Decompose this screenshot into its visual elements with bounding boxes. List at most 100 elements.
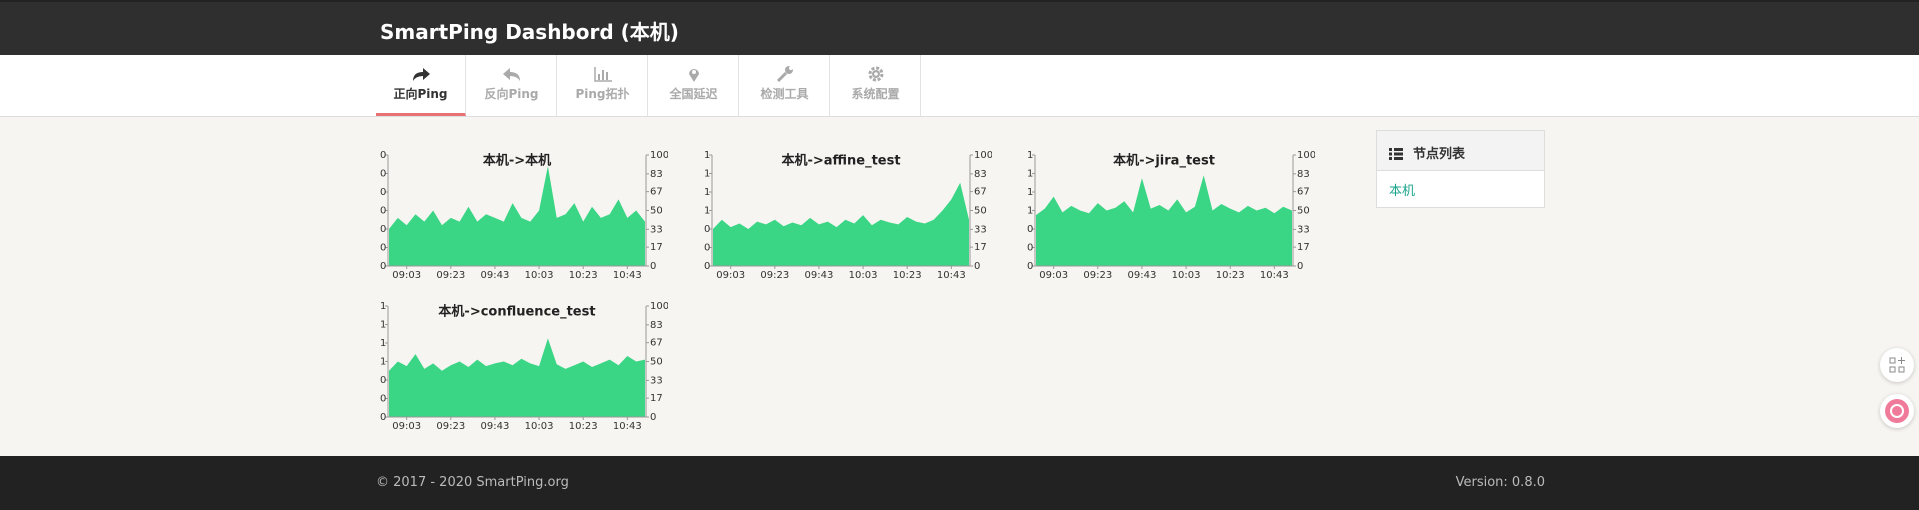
icon [502, 68, 520, 81]
panel-title: 节点列表 [1413, 147, 1466, 162]
y2-tick-label: 100 [650, 301, 668, 312]
y2-tick-label: 83 [650, 169, 663, 180]
y-tick-label: 0 [704, 243, 710, 254]
y2-tick-label: 33 [1297, 224, 1310, 235]
x-tick-label: 10:23 [1216, 270, 1245, 281]
x-tick-label: 09:23 [760, 270, 789, 281]
x-tick-label: 09:03 [392, 421, 421, 432]
y2-tick-label: 67 [974, 187, 987, 198]
y-tick-label: 1 [1027, 169, 1033, 180]
y-tick-label: 1 [1027, 187, 1033, 198]
icon [1889, 357, 1905, 373]
y-tick-label: 0 [380, 412, 386, 423]
nav-tab[interactable]: 系统配置 [831, 55, 921, 116]
y2-tick-label: 50 [1297, 206, 1310, 217]
icon [412, 68, 430, 81]
area [713, 182, 969, 266]
area [389, 338, 645, 417]
y-tick-label: 0 [380, 169, 386, 180]
y-tick-label: 0 [380, 150, 386, 161]
chart-title: 本机->jira_test [1113, 153, 1215, 169]
x-tick-label: 09:43 [805, 270, 834, 281]
y-tick-label: 0 [1027, 261, 1033, 272]
y2-tick-label: 83 [974, 169, 987, 180]
x-tick-label: 09:23 [436, 270, 465, 281]
y-tick-label: 0 [380, 187, 386, 198]
x-tick-label: 10:03 [1172, 270, 1201, 281]
x-tick-label: 10:43 [613, 270, 642, 281]
tab-label: Ping拓扑 [575, 87, 630, 101]
y-tick-label: 1 [704, 206, 710, 217]
chart: 0 0 0 1 1 1 1 0 17 33 50 67 83 100 09:03 09:23 09:43 10:0… [1027, 150, 1315, 281]
version: Version: 0.8.0 [1455, 475, 1545, 490]
y2-tick-label: 100 [1297, 150, 1315, 161]
y-tick-label: 0 [1027, 224, 1033, 235]
x-tick-label: 10:03 [525, 270, 554, 281]
icon [593, 67, 612, 82]
float-button[interactable] [1880, 394, 1914, 428]
y-tick-label: 0 [380, 394, 386, 405]
y2-tick-label: 67 [650, 338, 663, 349]
chart: 0 0 0 0 0 0 0 0 17 33 50 67 83 100 09:03 09:23 09:43 10:0… [380, 150, 668, 281]
y-tick-label: 0 [704, 224, 710, 235]
panel-header: 节点列表 [1377, 131, 1544, 171]
node-panel: 节点列表 本机 [1376, 130, 1545, 208]
nav-tab[interactable]: 全国延迟 [649, 55, 739, 116]
y2-tick-label: 17 [1297, 242, 1310, 253]
y-tick-label: 0 [704, 261, 710, 272]
copyright: © 2017 - 2020 SmartPing.org [376, 475, 569, 490]
x-tick-label: 10:23 [893, 270, 922, 281]
x-tick-label: 09:23 [436, 421, 465, 432]
y-tick-label: 1 [380, 301, 386, 312]
x-tick-label: 10:23 [569, 421, 598, 432]
nav-tab[interactable]: Ping拓扑 [558, 55, 648, 116]
chart: 0 0 0 1 1 1 1 0 17 33 50 67 83 100 09:03 09:23 09:43 10:0… [380, 301, 668, 432]
tab-label: 反向Ping [484, 87, 539, 101]
y2-tick-label: 83 [1297, 169, 1310, 180]
chart: 0 0 0 1 1 1 1 0 17 33 50 67 83 100 09:03 09:23 09:43 10:0… [704, 150, 992, 281]
y2-tick-label: 0 [650, 412, 656, 423]
y2-tick-label: 17 [650, 393, 663, 404]
icon [776, 66, 793, 82]
top-bar: SmartPing Dashbord (本机) [0, 0, 1919, 55]
y2-tick-label: 50 [974, 206, 987, 217]
x-tick-label: 10:03 [525, 421, 554, 432]
y-tick-label: 0 [380, 261, 386, 272]
x-tick-label: 09:03 [392, 270, 421, 281]
float-button[interactable] [1880, 348, 1914, 382]
y-tick-label: 0 [380, 206, 386, 217]
nav-tab[interactable]: 检测工具 [740, 55, 830, 116]
chart-title: 本机->affine_test [781, 153, 900, 169]
nav-tab[interactable]: 正向Ping [376, 55, 466, 116]
tab-label: 全国延迟 [669, 87, 718, 101]
x-tick-label: 09:43 [1128, 270, 1157, 281]
y2-tick-label: 67 [1297, 187, 1310, 198]
chart-title: 本机->本机 [483, 153, 551, 169]
nav-tab[interactable]: 反向Ping [467, 55, 557, 116]
area [389, 166, 645, 266]
y2-tick-label: 33 [650, 375, 663, 386]
y-tick-label: 1 [380, 338, 386, 349]
y2-tick-label: 50 [650, 206, 663, 217]
tab-label: 检测工具 [760, 87, 809, 101]
y-tick-label: 0 [380, 224, 386, 235]
x-tick-label: 09:43 [481, 421, 510, 432]
y2-tick-label: 0 [650, 261, 656, 272]
y2-tick-label: 0 [974, 261, 980, 272]
x-tick-label: 09:03 [1039, 270, 1068, 281]
tab-label: 系统配置 [851, 87, 900, 101]
y2-tick-label: 17 [974, 242, 987, 253]
nav-bar: 正向Ping 反向Ping Ping拓扑 全国延迟 检测工具 系统配置 [0, 55, 1919, 117]
y2-tick-label: 100 [974, 150, 992, 161]
node-link[interactable]: 本机 [1389, 184, 1416, 199]
x-tick-label: 10:23 [569, 270, 598, 281]
chart-title: 本机->confluence_test [438, 304, 595, 320]
y-tick-label: 1 [704, 169, 710, 180]
y-tick-label: 1 [704, 150, 710, 161]
y2-tick-label: 100 [650, 150, 668, 161]
icon [1389, 148, 1403, 160]
x-tick-label: 10:43 [937, 270, 966, 281]
icon [688, 69, 699, 82]
y2-tick-label: 33 [974, 224, 987, 235]
